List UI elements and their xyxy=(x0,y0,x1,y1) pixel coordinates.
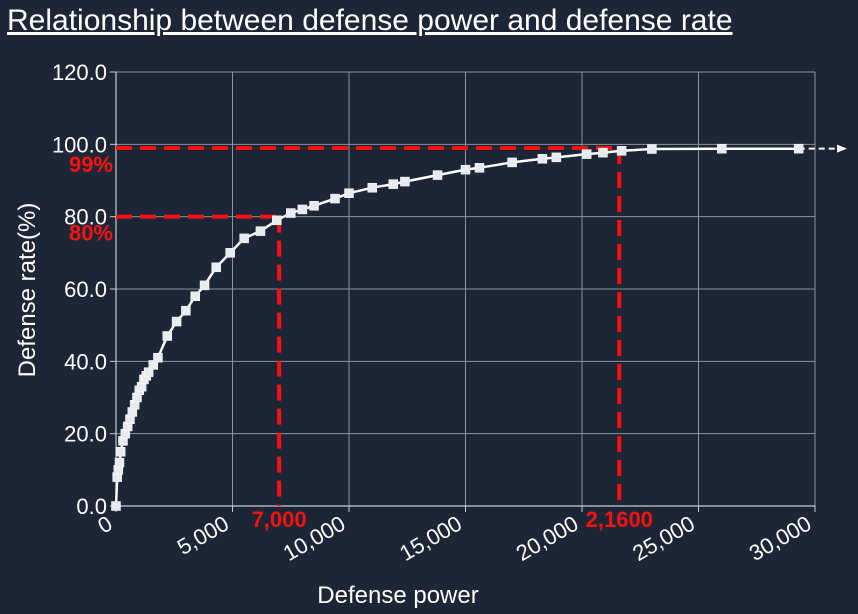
data-point xyxy=(153,352,163,363)
data-point xyxy=(309,201,319,211)
data-point xyxy=(474,163,485,173)
data-point xyxy=(181,305,191,316)
data-point xyxy=(581,149,592,159)
x-tick-label: 0 xyxy=(93,511,116,539)
axes xyxy=(110,71,816,512)
data-point xyxy=(507,157,517,168)
data-point xyxy=(286,208,296,218)
x-tick-label: 15,000 xyxy=(395,511,466,566)
data-point xyxy=(199,280,210,291)
data-point xyxy=(793,143,804,154)
reference-x-label: 2,1600 xyxy=(586,507,653,532)
y-tick-label: 40.0 xyxy=(64,349,107,374)
y-tick-label: 60.0 xyxy=(64,277,107,302)
x-tick-label: 20,000 xyxy=(512,511,583,566)
data-point xyxy=(255,226,266,236)
data-point xyxy=(616,146,627,156)
data-point xyxy=(162,331,173,341)
reference-lines xyxy=(116,145,622,506)
reference-y-label: 99% xyxy=(69,152,113,177)
data-point xyxy=(598,147,608,158)
data-point xyxy=(344,188,354,198)
chart-title: Relationship between defense power and d… xyxy=(7,4,733,37)
y-tick-label: 20.0 xyxy=(64,422,107,447)
grid-lines xyxy=(115,71,816,507)
data-point xyxy=(272,215,282,226)
data-point xyxy=(537,154,548,164)
data-point xyxy=(111,501,121,511)
x-axis-label: Defense power xyxy=(317,582,478,609)
data-point xyxy=(432,170,443,180)
y-tick-label: 80.0 xyxy=(64,205,107,230)
reference-x-label: 7,000 xyxy=(252,507,307,532)
data-point xyxy=(297,204,308,215)
data-point xyxy=(115,447,126,457)
x-tick-label: 30,000 xyxy=(745,511,816,566)
data-series xyxy=(111,143,847,511)
data-point xyxy=(239,233,249,244)
data-point xyxy=(400,176,410,187)
y-tick-label: 120.0 xyxy=(52,60,107,85)
data-point xyxy=(330,193,340,204)
data-point xyxy=(717,143,727,154)
y-axis-label: Defense rate(%) xyxy=(14,203,41,378)
series-line xyxy=(114,147,799,507)
data-point xyxy=(171,316,182,327)
data-point xyxy=(647,144,657,154)
data-point xyxy=(211,262,221,273)
data-point xyxy=(190,291,200,301)
y-tick-label: 0.0 xyxy=(76,494,107,519)
data-point xyxy=(460,164,471,175)
reference-y-label: 80% xyxy=(69,221,113,246)
data-point xyxy=(114,457,125,468)
data-point xyxy=(367,182,378,193)
data-point xyxy=(551,152,562,163)
data-point xyxy=(388,179,399,189)
y-tick-label: 100.0 xyxy=(52,132,107,157)
data-point xyxy=(225,248,235,258)
x-tick-label: 5,000 xyxy=(173,511,233,560)
